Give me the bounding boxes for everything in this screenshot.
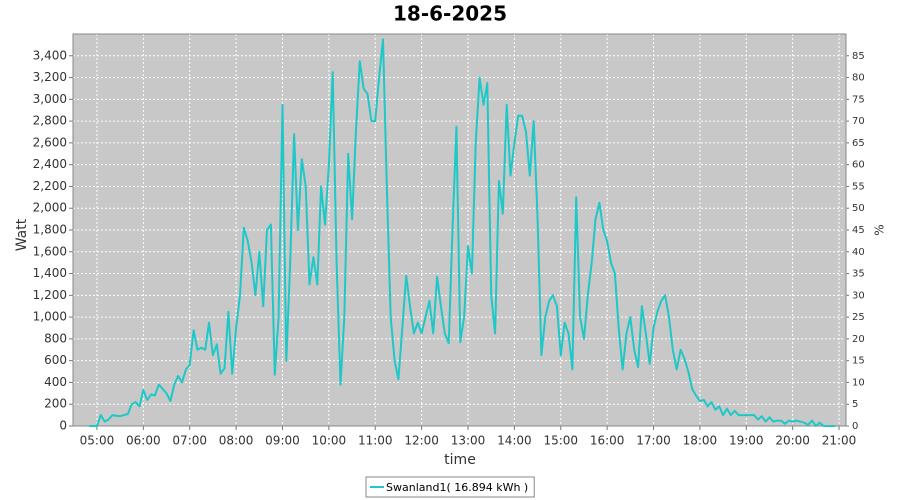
x-tick-label: 14:00 — [497, 434, 532, 448]
x-tick-label: 13:00 — [451, 434, 486, 448]
y-tick-label: 1,800 — [33, 223, 67, 237]
y2-tick-label: 30 — [852, 290, 865, 301]
y-tick-label: 3,400 — [33, 48, 67, 62]
y2-tick-label: 55 — [852, 181, 865, 192]
y-tick-label: 2,000 — [33, 201, 67, 215]
y-tick-label: 0 — [59, 419, 67, 433]
y2-tick-label: 85 — [852, 51, 865, 62]
y-tick-label: 1,600 — [33, 244, 67, 258]
y-tick-label: 3,200 — [33, 70, 67, 84]
y2-tick-label: 35 — [852, 269, 865, 280]
x-tick-label: 18:00 — [683, 434, 718, 448]
plot-border — [72, 33, 847, 427]
y2-tick-label: 20 — [852, 334, 865, 345]
legend-label: Swanland1( 16.894 kWh ) — [386, 481, 528, 494]
y-tick-label: 3,000 — [33, 92, 67, 106]
x-tick-label: 20:00 — [775, 434, 810, 448]
y-tick-label: 600 — [44, 353, 67, 367]
y2-axis-label: % — [873, 224, 887, 235]
x-tick-label: 06:00 — [126, 434, 161, 448]
y-axis-label: Watt — [14, 218, 30, 251]
y2-tick-label: 65 — [852, 138, 865, 149]
x-tick-label: 21:00 — [822, 434, 857, 448]
x-tick-label: 16:00 — [590, 434, 625, 448]
x-tick-label: 19:00 — [729, 434, 764, 448]
y2-tick-label: 80 — [852, 73, 865, 84]
y-tick-label: 2,800 — [33, 114, 67, 128]
y-tick-label: 800 — [44, 331, 67, 345]
y2-tick-label: 60 — [852, 160, 865, 171]
y2-tick-label: 40 — [852, 247, 865, 258]
y2-tick-label: 50 — [852, 203, 865, 214]
y2-tick-label: 15 — [852, 356, 865, 367]
x-tick-label: 07:00 — [172, 434, 207, 448]
x-tick-label: 09:00 — [265, 434, 300, 448]
x-tick-label: 05:00 — [80, 434, 115, 448]
x-tick-label: 08:00 — [219, 434, 254, 448]
y2-tick-label: 0 — [852, 421, 858, 432]
y-tick-label: 400 — [44, 375, 67, 389]
y-tick-label: 1,400 — [33, 266, 67, 280]
y-tick-label: 1,000 — [33, 310, 67, 324]
y-tick-label: 2,200 — [33, 179, 67, 193]
y-tick-label: 200 — [44, 397, 67, 411]
legend-box — [365, 476, 535, 498]
y2-tick-label: 25 — [852, 312, 865, 323]
y2-tick-label: 75 — [852, 94, 865, 105]
x-tick-label: 15:00 — [543, 434, 578, 448]
y2-tick-label: 10 — [852, 377, 865, 388]
y2-tick-label: 70 — [852, 116, 865, 127]
y-tick-label: 2,600 — [33, 135, 67, 149]
x-tick-label: 17:00 — [636, 434, 671, 448]
y-tick-label: 1,200 — [33, 288, 67, 302]
chart-title: 18-6-2025 — [393, 2, 507, 26]
x-tick-label: 12:00 — [404, 434, 439, 448]
x-tick-label: 10:00 — [312, 434, 347, 448]
series-line — [89, 38, 836, 427]
y2-tick-label: 5 — [852, 399, 858, 410]
x-axis-label: time — [444, 452, 476, 468]
legend: Swanland1( 16.894 kWh ) — [365, 476, 535, 498]
y-tick-label: 2,400 — [33, 157, 67, 171]
x-tick-label: 11:00 — [358, 434, 393, 448]
y2-tick-label: 45 — [852, 225, 865, 236]
